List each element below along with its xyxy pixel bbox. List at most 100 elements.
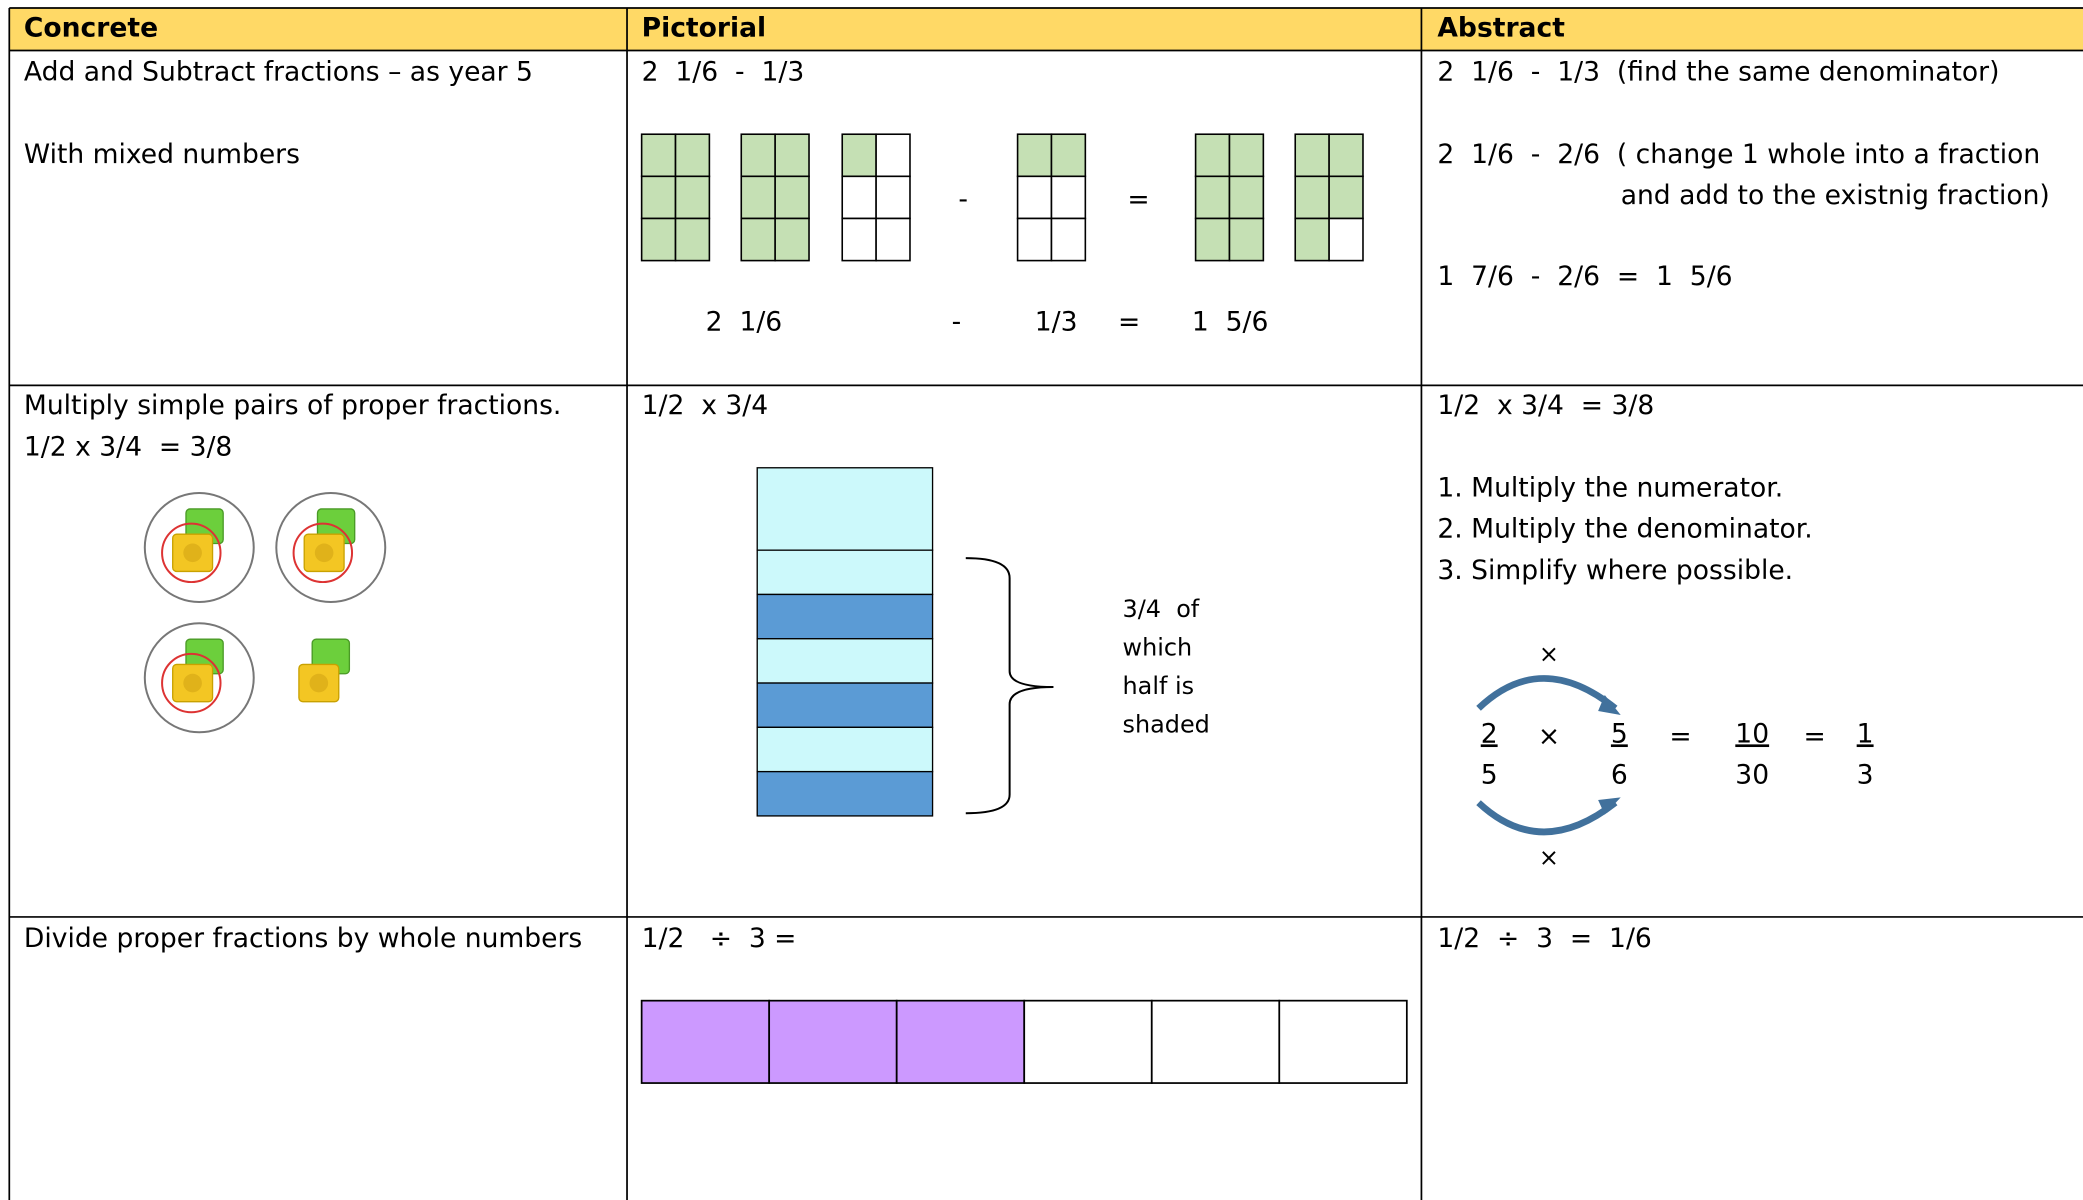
bar-segment <box>756 770 934 817</box>
brace <box>965 557 1054 815</box>
box-cell <box>774 217 810 262</box>
cell-text: 2 1/6 - 1/3 (find the same denominator) <box>1437 57 1999 88</box>
numerator: 10 <box>1735 718 1769 749</box>
denominator: 5 <box>1481 760 1498 791</box>
strip-cell <box>768 999 898 1084</box>
denominator: 6 <box>1611 760 1628 791</box>
column-header: Abstract <box>1437 13 1565 44</box>
box-cell <box>875 133 911 178</box>
box-cell <box>1294 133 1330 178</box>
cube-dot <box>183 543 202 563</box>
numerator: 1 <box>1857 718 1874 749</box>
cube-dot <box>183 673 202 693</box>
cell-text: 3. Simplify where possible. <box>1437 555 1793 586</box>
box-cell <box>740 175 776 220</box>
cell-text: 1/2 x 3/4 = 3/8 <box>24 431 232 462</box>
box-cell <box>774 175 810 220</box>
red-ring <box>161 522 222 584</box>
table-grid <box>8 7 2083 1200</box>
box-cell <box>640 175 677 220</box>
numerator: 2 <box>1481 718 1498 749</box>
cube-dot <box>309 673 329 693</box>
bar-segment <box>756 593 934 640</box>
box-label: 1/3 <box>1035 306 1078 337</box>
box-cell <box>640 217 677 262</box>
strip-cell <box>1278 999 1408 1084</box>
box-cell <box>740 133 776 178</box>
operator: × <box>1539 640 1559 668</box>
cell-text: Add and Subtract fractions – as year 5 <box>24 57 533 88</box>
note: which <box>1123 634 1193 662</box>
box-cell <box>1328 175 1364 220</box>
cell-text: 2. Multiply the denominator. <box>1437 514 1812 545</box>
box-cell <box>1016 175 1053 220</box>
strip-cell <box>1150 999 1281 1084</box>
box-label: 1 5/6 <box>1192 306 1269 337</box>
box-cell <box>841 217 877 262</box>
expression: 2 1/6 - 1/3 <box>642 57 805 88</box>
cell-text: Divide proper fractions by whole numbers <box>24 923 582 954</box>
bar-segment <box>756 726 934 773</box>
arrow-arc <box>1476 675 1618 711</box>
box-cell <box>1194 175 1231 220</box>
box-cell <box>1228 217 1265 262</box>
box-cell <box>875 175 911 220</box>
box-cell <box>1328 217 1364 262</box>
cell-text: 1/2 ÷ 3 = 1/6 <box>1437 923 1651 954</box>
expression: 1/2 ÷ 3 = <box>642 923 797 954</box>
cell-text: With mixed numbers <box>24 139 300 170</box>
box-label: 2 1/6 <box>706 306 783 337</box>
box-cell <box>1016 133 1053 178</box>
box-cell <box>674 133 711 178</box>
denominator: 3 <box>1857 760 1874 791</box>
box-cell <box>674 175 711 220</box>
red-ring <box>161 652 222 714</box>
cell-text: 1. Multiply the numerator. <box>1437 473 1783 504</box>
box-cell <box>1194 133 1231 178</box>
arrow-arc <box>1476 800 1618 836</box>
box-label: = <box>1118 306 1140 337</box>
denominator: 30 <box>1735 760 1769 791</box>
column-header: Concrete <box>24 13 158 44</box>
note: half is <box>1123 672 1195 700</box>
box-cell <box>1016 217 1053 262</box>
strip-cell <box>1023 999 1153 1084</box>
arrow-head <box>1598 797 1621 815</box>
equation: 2 5 × 5 6 = 10 30 = 1 3 <box>1481 718 1874 790</box>
cell-text: 1 7/6 - 2/6 = 1 5/6 <box>1437 261 1732 292</box>
cube-dot <box>314 543 334 563</box>
strip-cell <box>640 999 771 1084</box>
box-cell <box>740 217 776 262</box>
column-header: Pictorial <box>642 13 766 44</box>
box-cell <box>1050 175 1087 220</box>
strip-cell <box>895 999 1026 1084</box>
box-cell <box>1328 133 1364 178</box>
bar-segment <box>756 682 934 728</box>
box-cell <box>774 133 810 178</box>
box-label: - <box>952 306 962 337</box>
box-cell <box>1050 133 1087 178</box>
red-ring <box>292 522 354 584</box>
fraction-bar <box>756 467 934 817</box>
box-cell <box>1228 175 1265 220</box>
box-cell <box>875 217 911 262</box>
box-cell <box>640 133 677 178</box>
box-cell <box>1194 217 1231 262</box>
header-row <box>9 7 2083 51</box>
box-cell <box>1294 217 1330 262</box>
cell-text: Multiply simple pairs of proper fraction… <box>24 390 561 421</box>
operator: × <box>1539 843 1559 871</box>
operator: = <box>1127 184 1149 215</box>
operator: = <box>1669 721 1691 752</box>
arrow-head <box>1598 695 1621 715</box>
bar-segment <box>756 638 934 684</box>
box-cell <box>1294 175 1330 220</box>
operator: × <box>1538 721 1560 752</box>
bar-segment <box>756 467 934 551</box>
box-cell <box>1228 133 1265 178</box>
note: shaded <box>1123 711 1210 739</box>
numerator: 5 <box>1611 718 1628 749</box>
operator: = <box>1804 721 1826 752</box>
